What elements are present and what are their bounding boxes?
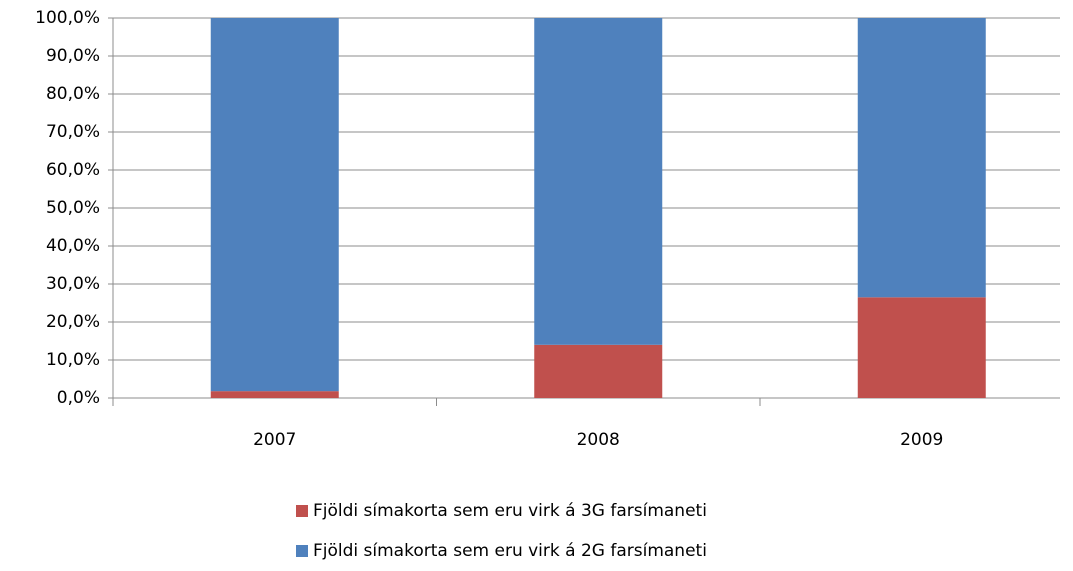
y-tick-label: 50,0% — [46, 198, 100, 218]
bar-segment — [210, 18, 339, 392]
y-tick-label: 90,0% — [46, 46, 100, 66]
y-tick-label: 100,0% — [35, 8, 100, 28]
y-tick-label: 40,0% — [46, 236, 100, 256]
bar-segment — [534, 18, 663, 345]
x-tick-label: 2007 — [253, 430, 296, 450]
legend-swatch — [296, 505, 308, 517]
y-tick-label: 70,0% — [46, 122, 100, 142]
y-tick-label: 80,0% — [46, 84, 100, 104]
bar-segment — [210, 391, 339, 398]
y-tick-label: 10,0% — [46, 350, 100, 370]
y-tick-label: 30,0% — [46, 274, 100, 294]
legend-swatch — [296, 545, 308, 557]
bar-segment — [534, 344, 663, 398]
y-tick-label: 0,0% — [57, 388, 100, 408]
bar-segment — [857, 297, 986, 398]
legend-label: Fjöldi símakorta sem eru virk á 2G farsí… — [313, 541, 707, 561]
y-tick-label: 60,0% — [46, 160, 100, 180]
bar-segment — [857, 18, 986, 298]
x-tick-label: 2009 — [900, 430, 943, 450]
y-tick-label: 20,0% — [46, 312, 100, 332]
legend-label: Fjöldi símakorta sem eru virk á 3G farsí… — [313, 501, 707, 521]
x-tick-label: 2008 — [577, 430, 620, 450]
